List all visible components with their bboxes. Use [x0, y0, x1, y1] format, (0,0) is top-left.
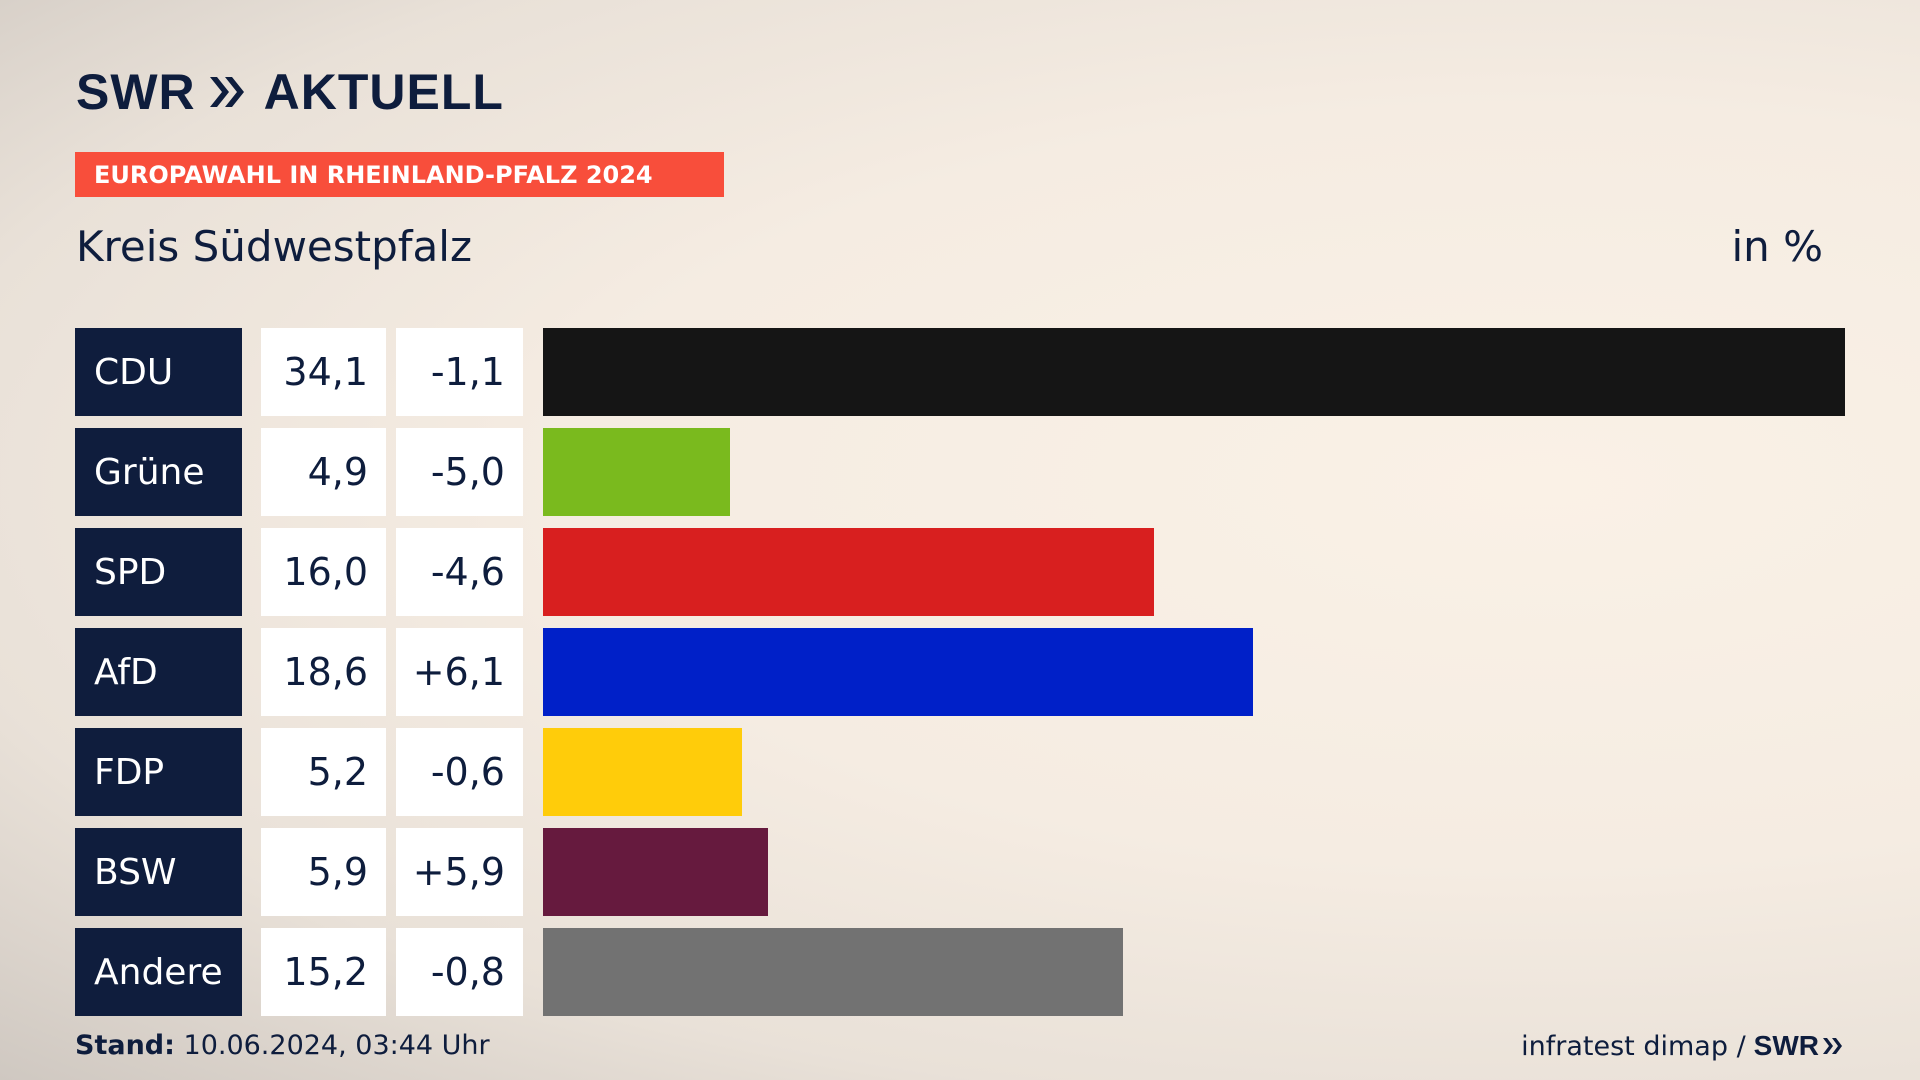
- source-credit: infratest dimap / SWR: [1521, 1030, 1844, 1062]
- vote-share-value: 4,9: [261, 428, 386, 516]
- party-label: AfD: [75, 628, 242, 716]
- party-label: CDU: [75, 328, 242, 416]
- result-bar: [543, 628, 1253, 716]
- vote-share-value: 5,9: [261, 828, 386, 916]
- result-bar: [543, 828, 768, 916]
- stand-value: 10.06.2024, 03:44 Uhr: [183, 1030, 490, 1061]
- vote-change-value: -1,1: [396, 328, 523, 416]
- logo-brand: SWR: [76, 64, 196, 120]
- party-label: BSW: [75, 828, 242, 916]
- double-chevron-icon: [208, 73, 246, 111]
- logo-product: AKTUELL: [263, 64, 504, 120]
- result-bar: [543, 928, 1123, 1016]
- party-label: FDP: [75, 728, 242, 816]
- vote-change-value: -5,0: [396, 428, 523, 516]
- vote-share-value: 34,1: [261, 328, 386, 416]
- result-bar: [543, 728, 742, 816]
- source-logo: SWR: [1754, 1030, 1844, 1062]
- result-row: FDP 5,2 -0,6: [0, 728, 1920, 816]
- unit-label: in %: [1731, 222, 1823, 271]
- swr-aktuell-logo: SWR AKTUELL: [76, 64, 504, 120]
- double-chevron-icon: [1823, 1038, 1842, 1054]
- vote-share-value: 15,2: [261, 928, 386, 1016]
- result-bar: [543, 528, 1154, 616]
- result-row: CDU 34,1 -1,1: [0, 328, 1920, 416]
- vote-change-value: -0,8: [396, 928, 523, 1016]
- result-row: Andere 15,2 -0,8: [0, 928, 1920, 1016]
- region-title: Kreis Südwestpfalz: [76, 222, 473, 271]
- vote-change-value: +5,9: [396, 828, 523, 916]
- timestamp: Stand: 10.06.2024, 03:44 Uhr: [75, 1030, 490, 1061]
- vote-share-value: 18,6: [261, 628, 386, 716]
- result-bar: [543, 328, 1845, 416]
- party-label: Andere: [75, 928, 242, 1016]
- vote-share-value: 5,2: [261, 728, 386, 816]
- vote-change-value: +6,1: [396, 628, 523, 716]
- election-banner: EUROPAWAHL IN RHEINLAND-PFALZ 2024: [75, 152, 724, 197]
- party-label: Grüne: [75, 428, 242, 516]
- source-text: infratest dimap /: [1521, 1030, 1746, 1062]
- vote-change-value: -0,6: [396, 728, 523, 816]
- vote-share-value: 16,0: [261, 528, 386, 616]
- stand-label: Stand:: [75, 1030, 175, 1061]
- source-brand: SWR: [1753, 1030, 1819, 1061]
- party-label: SPD: [75, 528, 242, 616]
- result-row: AfD 18,6 +6,1: [0, 628, 1920, 716]
- result-row: Grüne 4,9 -5,0: [0, 428, 1920, 516]
- result-bar: [543, 428, 730, 516]
- vote-change-value: -4,6: [396, 528, 523, 616]
- result-row: BSW 5,9 +5,9: [0, 828, 1920, 916]
- result-row: SPD 16,0 -4,6: [0, 528, 1920, 616]
